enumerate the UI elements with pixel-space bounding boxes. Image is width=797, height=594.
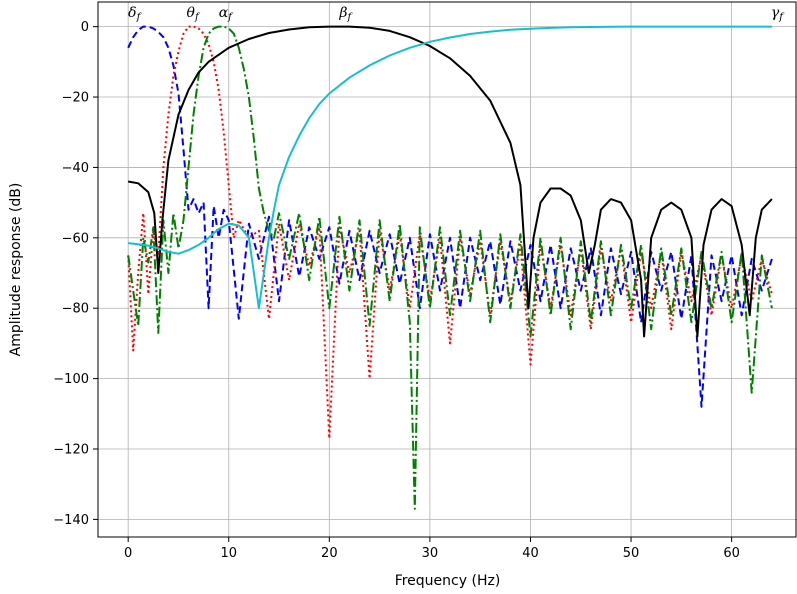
band-subscript: f bbox=[346, 12, 353, 23]
plot-frame bbox=[97, 1, 797, 538]
band-label: δf bbox=[128, 5, 142, 23]
x-tick-label: 20 bbox=[321, 546, 338, 561]
y-tick-label: −80 bbox=[62, 302, 89, 317]
x-tick-label: 0 bbox=[124, 546, 132, 561]
band-label: θf bbox=[187, 5, 201, 23]
band-subscript: f bbox=[136, 12, 143, 23]
series-line-beta bbox=[128, 25, 773, 338]
y-tick-label: −60 bbox=[62, 231, 89, 246]
x-tick-label: 60 bbox=[723, 546, 740, 561]
y-tick-label: −120 bbox=[53, 443, 89, 458]
band-label: αf bbox=[219, 5, 234, 23]
ticks: 0 10 20 30 40 50 60 0 −20 −40 −60 −80 −100 −120 −140 bbox=[53, 20, 740, 561]
y-tick-label: −40 bbox=[62, 161, 89, 176]
band-subscript: f bbox=[194, 12, 201, 23]
y-tick-label: −20 bbox=[62, 91, 89, 106]
series-line-gamma bbox=[128, 25, 772, 310]
y-tick-label: 0 bbox=[81, 20, 89, 35]
band-symbol: δ bbox=[128, 5, 136, 21]
band-label: γf bbox=[771, 5, 785, 23]
band-label: βf bbox=[338, 5, 353, 23]
y-tick-label: −140 bbox=[53, 513, 89, 528]
band-subscript: f bbox=[778, 12, 785, 23]
x-axis-label: Frequency (Hz) bbox=[395, 573, 501, 589]
band-symbol: γ bbox=[771, 5, 780, 21]
x-tick-label: 30 bbox=[422, 546, 439, 561]
x-tick-label: 50 bbox=[623, 546, 640, 561]
band-symbol: α bbox=[219, 5, 229, 21]
band-subscript: f bbox=[227, 12, 234, 23]
y-axis-label: Amplitude response (dB) bbox=[8, 183, 24, 357]
y-tick-label: −100 bbox=[53, 372, 89, 387]
band-symbol: θ bbox=[187, 5, 196, 21]
x-tick-label: 40 bbox=[522, 546, 539, 561]
series-group bbox=[127, 25, 773, 510]
band-labels: δf θf αf βf γf bbox=[128, 5, 785, 23]
x-tick-label: 10 bbox=[220, 546, 237, 561]
band-symbol: β bbox=[338, 5, 347, 21]
